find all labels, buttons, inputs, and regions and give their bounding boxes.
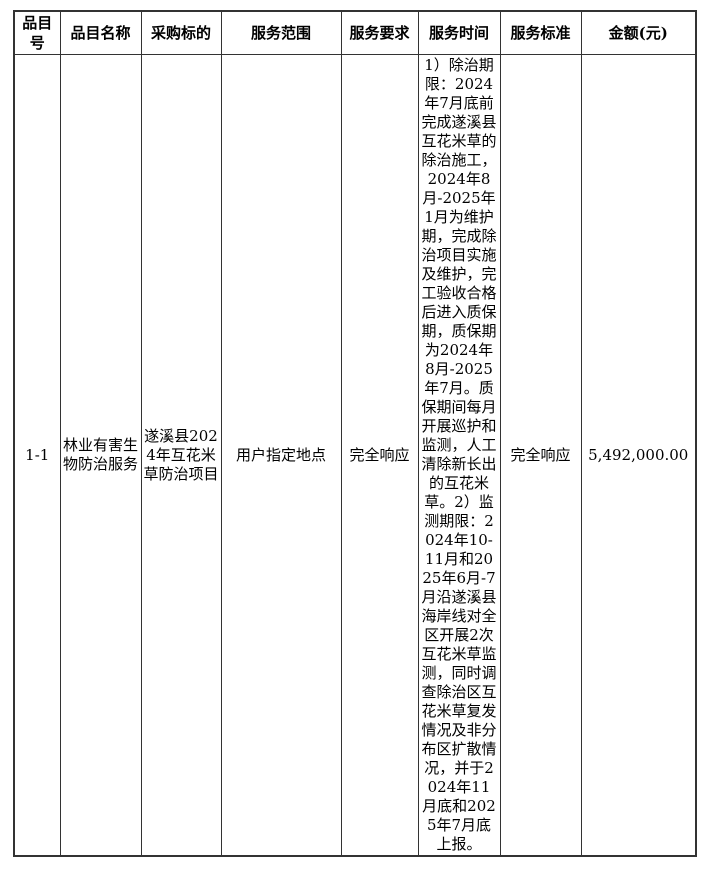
table-row: 1-1 林业有害生物防治服务 遂溪县2024年互花米草防治项目 用户指定地点 完… (13, 54, 697, 857)
header-procurement-target: 采购标的 (140, 10, 222, 55)
header-amount: 金额(元) (580, 10, 697, 55)
cell-service-standard: 完全响应 (499, 54, 582, 857)
cell-amount: 5,492,000.00 (580, 54, 697, 857)
cell-service-scope: 用户指定地点 (220, 54, 342, 857)
header-item-no: 品目号 (13, 10, 61, 55)
header-service-time: 服务时间 (417, 10, 501, 55)
header-item-name: 品目名称 (59, 10, 142, 55)
header-row: 品目号 品目名称 采购标的 服务范围 服务要求 服务时间 服务标准 金额(元) (13, 10, 697, 55)
cell-item-no: 1-1 (13, 54, 61, 857)
cell-procurement-target: 遂溪县2024年互花米草防治项目 (140, 54, 222, 857)
header-service-standard: 服务标准 (499, 10, 582, 55)
procurement-table: 品目号 品目名称 采购标的 服务范围 服务要求 服务时间 服务标准 金额(元) … (13, 10, 697, 857)
header-service-scope: 服务范围 (220, 10, 342, 55)
header-service-requirement: 服务要求 (340, 10, 419, 55)
cell-item-name: 林业有害生物防治服务 (59, 54, 142, 857)
cell-service-time: 1）除治期限：2024年7月底前完成遂溪县互花米草的除治施工，2024年8月-2… (417, 54, 501, 857)
cell-service-requirement: 完全响应 (340, 54, 419, 857)
